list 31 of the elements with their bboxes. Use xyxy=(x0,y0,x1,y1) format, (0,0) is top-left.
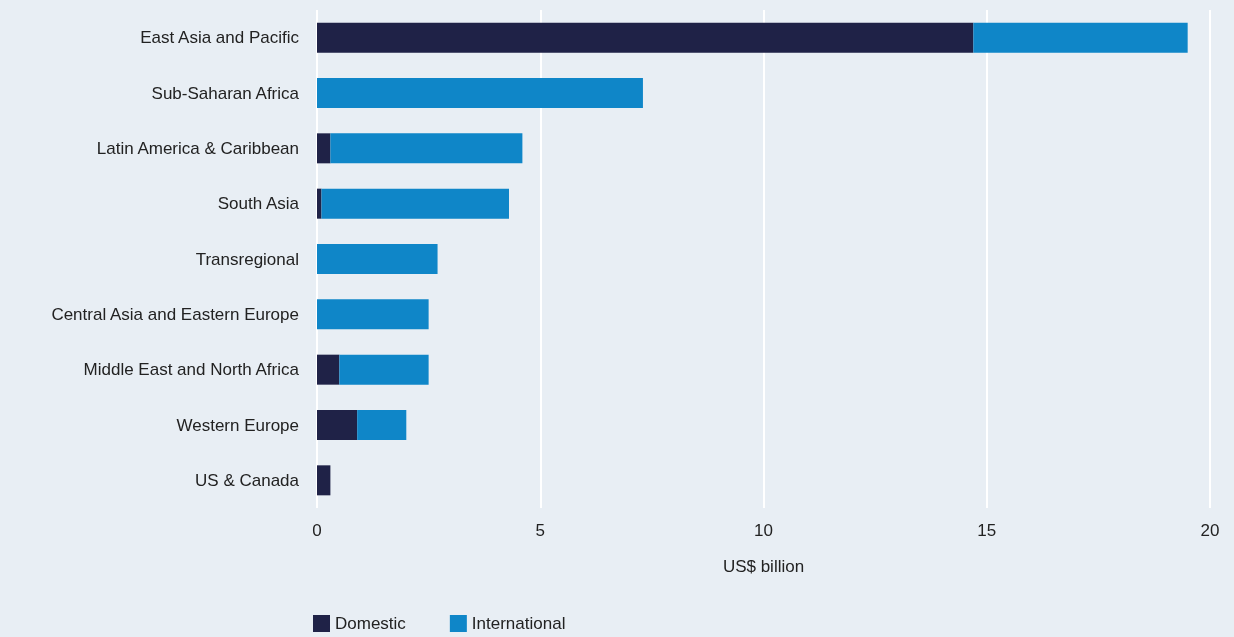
bar xyxy=(317,22,974,53)
x-tick-label: 5 xyxy=(535,521,545,540)
bar xyxy=(317,299,429,330)
x-tick-label: 10 xyxy=(754,521,773,540)
y-tick-label: US & Canada xyxy=(195,470,300,490)
bar xyxy=(339,354,429,385)
bar xyxy=(317,354,340,385)
y-tick-label: East Asia and Pacific xyxy=(140,28,300,48)
bar xyxy=(321,188,509,219)
legend-label: International xyxy=(471,614,566,633)
bar xyxy=(317,465,331,496)
y-tick-label: Middle East and North Africa xyxy=(83,360,300,380)
bar xyxy=(317,133,331,164)
bar xyxy=(317,188,322,219)
y-tick-label: Latin America & Caribbean xyxy=(96,138,299,158)
bar xyxy=(973,22,1188,53)
bar xyxy=(330,133,523,164)
legend-label: Domestic xyxy=(335,614,407,633)
x-axis-title: US$ billion xyxy=(722,557,805,576)
x-tick-label: 20 xyxy=(1200,521,1220,540)
y-tick-label: Central Asia and Eastern Europe xyxy=(51,304,299,324)
bar xyxy=(357,410,407,440)
x-tick-label: 15 xyxy=(977,521,997,540)
y-tick-label: Transregional xyxy=(195,249,299,269)
bar xyxy=(317,78,643,108)
y-tick-label: South Asia xyxy=(217,194,300,214)
bar xyxy=(317,410,358,440)
bar xyxy=(317,244,438,274)
y-tick-label: Western Europe xyxy=(176,415,299,435)
x-tick-label: 0 xyxy=(312,521,322,540)
y-tick-label: Sub-Saharan Africa xyxy=(151,83,300,103)
